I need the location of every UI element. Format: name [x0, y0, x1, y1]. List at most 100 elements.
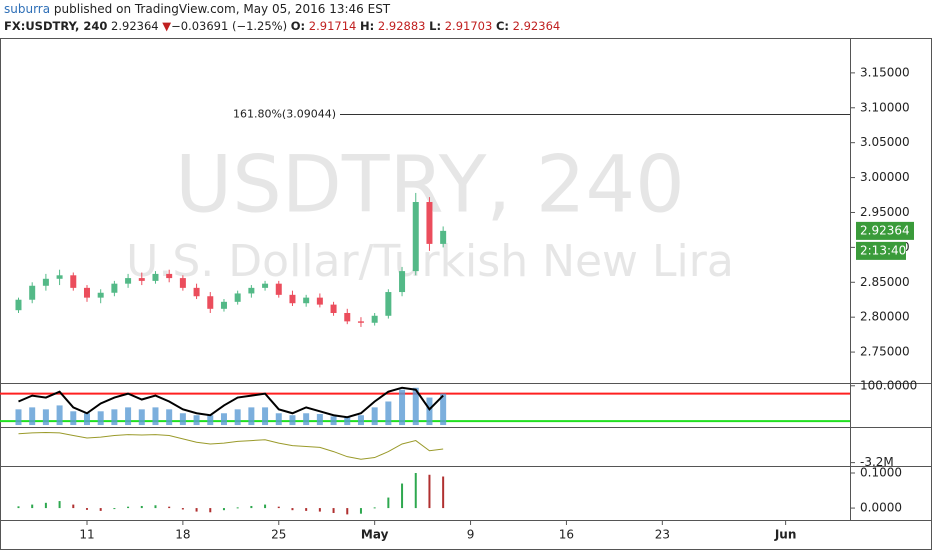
- hist-bar: [17, 506, 20, 509]
- candle-body: [385, 292, 392, 316]
- header-line: suburra published on TradingView.com, Ma…: [4, 2, 391, 16]
- osc-bar: [426, 397, 433, 426]
- c-label: C:: [496, 19, 509, 33]
- hist-bar: [250, 505, 253, 509]
- osc-bar: [275, 413, 282, 426]
- x-tick-label: 18: [175, 528, 190, 542]
- hist-bar: [373, 507, 376, 509]
- candle-body: [220, 301, 227, 309]
- y-tick-label: 2.75000: [860, 345, 910, 359]
- candle-body: [316, 297, 323, 305]
- hist-bar: [346, 508, 349, 515]
- candle-body: [440, 230, 447, 244]
- y-tick-label: 0.1000: [860, 466, 902, 480]
- x-tick-label: Jun: [774, 528, 797, 542]
- candle-body: [303, 297, 310, 304]
- last-price-box: [856, 221, 914, 240]
- candle-body: [207, 296, 214, 309]
- close: 2.92364: [513, 19, 561, 33]
- osc-bar: [316, 414, 323, 426]
- countdown: 2:13:40: [860, 243, 906, 257]
- hist-bar: [31, 504, 34, 509]
- hist-bar: [332, 508, 335, 513]
- hist-bar: [85, 508, 88, 510]
- hist-bar: [168, 506, 171, 509]
- x-tick-label: 25: [271, 528, 286, 542]
- osc-bar: [289, 415, 296, 426]
- osc-line: [18, 386, 444, 419]
- hist-bar: [318, 508, 321, 512]
- candle-body: [193, 287, 200, 297]
- candle-body: [111, 283, 118, 293]
- osc-bar: [330, 416, 337, 426]
- candle-body: [125, 278, 132, 284]
- hist-bar: [113, 508, 116, 510]
- osc-bar: [166, 409, 173, 426]
- candle-body: [426, 202, 433, 244]
- osc-bar: [97, 411, 104, 426]
- osc-bar: [303, 413, 310, 426]
- open: 2.91714: [309, 19, 357, 33]
- osc-bar: [15, 409, 22, 426]
- o-label: O:: [291, 19, 305, 33]
- h-label: H:: [360, 19, 374, 33]
- osc-bar: [234, 409, 241, 426]
- high: 2.92883: [378, 19, 426, 33]
- hist-bar: [140, 505, 143, 509]
- candle-body: [234, 293, 241, 302]
- last: 2.92364: [111, 19, 159, 33]
- hist-bar: [44, 502, 47, 509]
- candle-body: [330, 304, 337, 313]
- x-tick-label: May: [361, 528, 389, 542]
- osc-bar: [357, 415, 364, 426]
- osc-bar: [111, 409, 118, 426]
- y-tick-label: 3.15000: [860, 65, 910, 79]
- osc-bar: [412, 387, 419, 426]
- candle-body: [138, 278, 145, 281]
- hist-bar: [442, 476, 445, 509]
- candle-body: [248, 287, 255, 294]
- osc-bar: [29, 407, 36, 426]
- fib-label: 161.80%(3.09044): [233, 107, 336, 120]
- osc-bar: [138, 409, 145, 426]
- candle-body: [83, 287, 90, 298]
- y-tick-label: 3.00000: [860, 170, 910, 184]
- volume-line: [18, 432, 444, 460]
- osc-bar: [262, 407, 269, 426]
- hist-bar: [209, 508, 212, 513]
- hist-bar: [72, 504, 75, 509]
- osc-bar: [83, 413, 90, 426]
- y-tick-label: 100.0000: [860, 378, 917, 392]
- arrow: ▼: [162, 19, 171, 33]
- hist-bar: [99, 508, 102, 511]
- osc-bar: [193, 415, 200, 426]
- y-tick-label: 2.80000: [860, 310, 910, 324]
- y-tick-label: -3.2M: [860, 455, 894, 469]
- candle-body: [29, 285, 36, 300]
- osc-bar: [440, 393, 447, 426]
- hist-bar: [181, 508, 184, 510]
- l-label: L:: [429, 19, 441, 33]
- hist-bar: [359, 508, 362, 514]
- osc-bar: [399, 389, 406, 426]
- countdown-box: [856, 241, 906, 260]
- candle-body: [179, 278, 186, 288]
- x-tick-label: 23: [655, 528, 670, 542]
- hist-bar: [195, 508, 198, 512]
- y-tick-label: 2.85000: [860, 275, 910, 289]
- candle-body: [399, 271, 406, 293]
- candle-body: [152, 273, 159, 281]
- y-tick-label: 2.95000: [860, 205, 910, 219]
- y-tick-label: 3.10000: [860, 100, 910, 114]
- osc-bar: [207, 415, 214, 426]
- candle-body: [97, 292, 104, 298]
- candle-body: [42, 278, 49, 286]
- author: suburra: [4, 2, 50, 16]
- osc-bar: [385, 401, 392, 426]
- hist-bar: [127, 506, 130, 509]
- candle-body: [275, 283, 282, 295]
- hist-bar: [305, 508, 308, 511]
- candle-body: [344, 312, 351, 322]
